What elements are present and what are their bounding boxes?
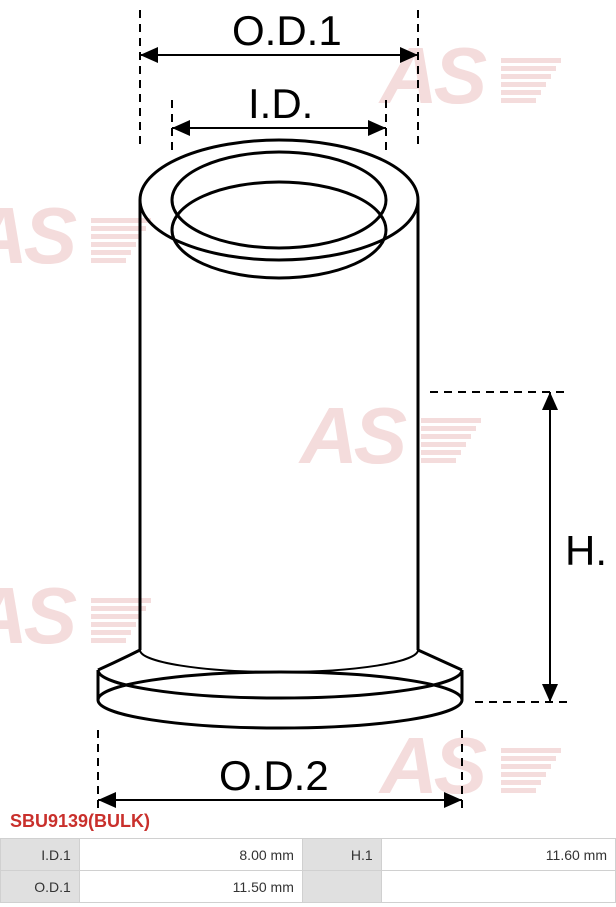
spec-value: 11.50 mm — [79, 871, 302, 903]
label-od2: O.D.2 — [219, 752, 329, 799]
bushing-drawing: O.D.1 I.D. O.D.2 H. — [0, 0, 616, 810]
label-h: H. — [565, 527, 607, 574]
spec-table: I.D.1 8.00 mm H.1 11.60 mm O.D.1 11.50 m… — [0, 838, 616, 903]
product-title: SBU9139(BULK) — [10, 811, 150, 832]
spec-value: 8.00 mm — [79, 839, 302, 871]
spec-label: I.D.1 — [1, 839, 80, 871]
table-row: O.D.1 11.50 mm — [1, 871, 616, 903]
spec-label: O.D.1 — [1, 871, 80, 903]
table-row: I.D.1 8.00 mm H.1 11.60 mm — [1, 839, 616, 871]
spec-value — [381, 871, 615, 903]
label-od1: O.D.1 — [232, 7, 342, 54]
spec-label: H.1 — [302, 839, 381, 871]
spec-label — [302, 871, 381, 903]
spec-value: 11.60 mm — [381, 839, 615, 871]
label-id: I.D. — [248, 80, 313, 127]
technical-diagram: AS AS AS AS AS — [0, 0, 616, 810]
